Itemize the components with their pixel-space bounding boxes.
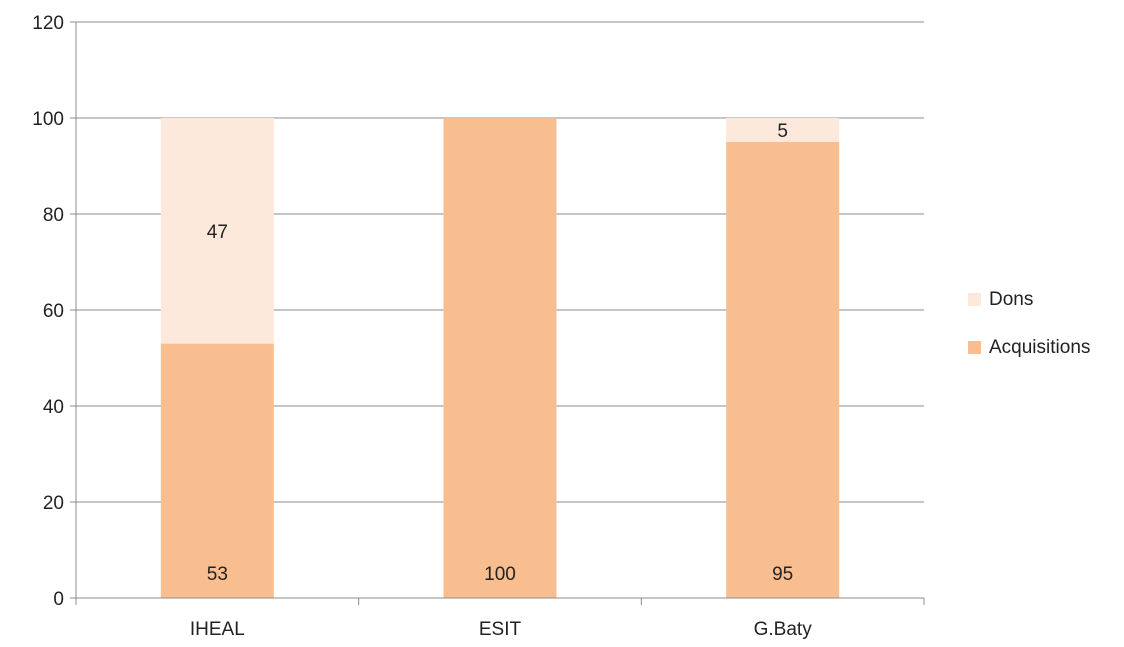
bar-dons-iheal bbox=[160, 118, 274, 344]
legend-swatch-dons bbox=[968, 293, 981, 306]
y-tick-label: 100 bbox=[32, 109, 64, 130]
y-tick-label: 0 bbox=[53, 589, 64, 610]
bar-acquisitions-esit bbox=[443, 118, 557, 598]
legend: Dons Acquisitions bbox=[968, 289, 1090, 358]
x-tick-label: IHEAL bbox=[190, 619, 245, 640]
data-label: 5 bbox=[777, 121, 788, 142]
data-labels: 53 47 100 95 5 bbox=[207, 121, 793, 585]
data-label: 47 bbox=[207, 222, 228, 243]
bar-dons-g-baty bbox=[726, 118, 840, 142]
y-tick-label: 80 bbox=[43, 205, 64, 226]
data-label: 100 bbox=[484, 564, 516, 585]
y-tick-label: 60 bbox=[43, 301, 64, 322]
legend-swatch-acquisitions bbox=[968, 341, 981, 354]
x-axis-tick-labels: IHEAL ESIT G.Baty bbox=[190, 619, 812, 640]
y-axis-tick-labels: 0 20 40 60 80 100 120 bbox=[32, 13, 64, 610]
x-tick-label: ESIT bbox=[479, 619, 522, 640]
bars bbox=[160, 118, 840, 598]
y-tick-label: 40 bbox=[43, 397, 64, 418]
legend-label-acquisitions: Acquisitions bbox=[989, 337, 1090, 358]
y-tick-label: 120 bbox=[32, 13, 64, 34]
data-label: 95 bbox=[772, 564, 793, 585]
axes bbox=[70, 21, 925, 605]
y-tick-label: 20 bbox=[43, 493, 64, 514]
bar-acquisitions-g-baty bbox=[726, 142, 840, 598]
x-tick-label: G.Baty bbox=[754, 619, 813, 640]
legend-label-dons: Dons bbox=[989, 289, 1033, 310]
bar-acquisitions-iheal bbox=[160, 343, 274, 598]
data-label: 53 bbox=[207, 564, 228, 585]
